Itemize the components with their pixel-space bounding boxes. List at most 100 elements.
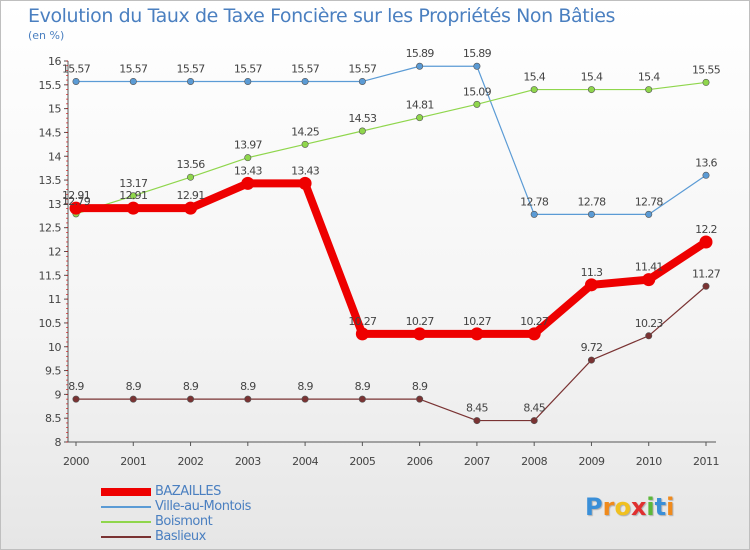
- series-line-bazailles: [72, 179, 710, 338]
- x-tick-label: 2009: [578, 455, 604, 468]
- x-tick-label: 2004: [292, 455, 318, 468]
- y-tick-label: 10: [48, 341, 61, 354]
- y-tick-label: 16: [48, 55, 61, 68]
- data-label-ville-au-montois: 15.89: [406, 47, 435, 60]
- data-label-bazailles: 12.91: [62, 189, 90, 202]
- data-point-baslieux: [301, 395, 309, 403]
- chart-title: Evolution du Taux de Taxe Foncière sur l…: [28, 5, 616, 27]
- data-point-boismont: [129, 192, 137, 200]
- legend-swatch: [101, 506, 151, 508]
- data-label-baslieux: 8.9: [126, 380, 142, 393]
- data-labels-layer: 15.57 15.57 15.57 15.57 15.57 15.57 15.89 15.89…: [62, 47, 721, 414]
- data-point-boismont: [702, 78, 710, 86]
- data-label-baslieux: 8.9: [68, 380, 84, 393]
- data-label-bazailles: 10.27: [463, 315, 492, 328]
- data-label-boismont: 15.55: [692, 63, 721, 76]
- data-label-baslieux: 9.72: [581, 341, 603, 354]
- data-point-bazailles: [527, 327, 541, 341]
- x-tick-labels: 2000 2001 2002 2003 2004 2005 2006 2007 2008 2009…: [63, 455, 720, 468]
- x-tick-label: 2007: [464, 455, 490, 468]
- data-point-ville-au-montois: [416, 62, 424, 70]
- data-point-bazailles: [126, 201, 140, 215]
- data-point-baslieux: [244, 395, 252, 403]
- series-ville-au-montois: [72, 62, 710, 218]
- legend-swatch: [101, 536, 151, 538]
- data-label-bazailles: 10.27: [406, 315, 435, 328]
- y-tick-label: 9.5: [45, 365, 61, 378]
- data-label-boismont: 14.53: [348, 112, 377, 125]
- legend-swatch: [101, 488, 151, 496]
- data-label-ville-au-montois: 12.78: [635, 195, 664, 208]
- y-tick-label: 11.5: [39, 269, 62, 282]
- data-point-boismont: [587, 86, 595, 94]
- data-label-ville-au-montois: 15.57: [177, 62, 206, 75]
- data-point-baslieux: [72, 395, 80, 403]
- unit-label: (en %): [28, 29, 65, 42]
- data-label-boismont: 12.79: [62, 195, 91, 208]
- data-point-baslieux: [702, 282, 710, 290]
- data-point-baslieux: [587, 356, 595, 364]
- data-point-ville-au-montois: [530, 210, 538, 218]
- data-point-baslieux: [187, 395, 195, 403]
- data-label-boismont: 13.17: [119, 177, 148, 190]
- x-tick-label: 2005: [349, 455, 375, 468]
- data-label-baslieux: 11.27: [692, 267, 721, 280]
- data-label-bazailles: 13.43: [234, 164, 263, 177]
- data-point-ville-au-montois: [587, 210, 595, 218]
- logo-letter: o: [614, 493, 631, 521]
- y-tick-label: 15: [48, 103, 61, 116]
- data-label-baslieux: 8.9: [240, 380, 256, 393]
- data-point-baslieux: [645, 332, 653, 340]
- data-label-ville-au-montois: 15.89: [463, 47, 492, 60]
- data-label-ville-au-montois: 15.57: [291, 62, 320, 75]
- data-label-bazailles: 13.43: [291, 164, 320, 177]
- data-label-baslieux: 8.9: [355, 380, 371, 393]
- data-point-bazailles: [355, 327, 369, 341]
- y-tick-label: 8.5: [45, 412, 61, 425]
- logo-letter: i: [646, 493, 655, 521]
- data-point-boismont: [301, 140, 309, 148]
- legend-label: Baslieux: [155, 529, 206, 544]
- data-label-bazailles: 12.2: [695, 223, 717, 236]
- series-line-ville-au-montois: [75, 65, 707, 215]
- logo-letter: i: [666, 493, 675, 521]
- y-tick-label: 15.5: [39, 79, 62, 92]
- data-label-baslieux: 8.45: [466, 402, 488, 415]
- x-tick-label: 2001: [120, 455, 146, 468]
- data-point-ville-au-montois: [244, 77, 252, 85]
- data-point-boismont: [244, 154, 252, 162]
- x-tick-label: 2008: [521, 455, 547, 468]
- data-label-boismont: 14.25: [291, 125, 320, 138]
- data-point-ville-au-montois: [187, 77, 195, 85]
- y-tick-label: 14.5: [39, 126, 62, 139]
- series-baslieux: [72, 282, 710, 425]
- data-label-bazailles: 10.27: [520, 315, 549, 328]
- axes: [64, 60, 716, 446]
- x-tick-label: 2010: [636, 455, 662, 468]
- series-boismont: [72, 78, 710, 218]
- data-point-boismont: [645, 86, 653, 94]
- data-label-boismont: 15.4: [638, 71, 660, 84]
- y-tick-label: 13.5: [39, 174, 62, 187]
- data-label-boismont: 13.56: [177, 158, 206, 171]
- data-label-bazailles: 12.91: [177, 189, 205, 202]
- logo-letter: r: [602, 493, 615, 521]
- x-tick-label: 2002: [178, 455, 204, 468]
- data-point-ville-au-montois: [358, 77, 366, 85]
- data-label-boismont: 13.97: [234, 139, 263, 152]
- data-label-ville-au-montois: 12.78: [577, 195, 606, 208]
- data-label-baslieux: 8.9: [412, 380, 428, 393]
- data-label-baslieux: 8.45: [523, 402, 545, 415]
- y-tick-labels: 8 8.5 9 9.5 10 10.5 11 11.5 12 12.5 13 13.5 14 14.5 15…: [39, 55, 63, 449]
- data-label-bazailles: 11.41: [635, 261, 663, 274]
- data-point-boismont: [416, 114, 424, 122]
- data-point-ville-au-montois: [473, 62, 481, 70]
- data-point-bazailles: [699, 235, 713, 249]
- y-tick-label: 11: [48, 293, 61, 306]
- x-tick-label: 2003: [235, 455, 261, 468]
- data-point-bazailles: [298, 176, 312, 190]
- data-label-ville-au-montois: 13.6: [695, 156, 717, 169]
- data-point-ville-au-montois: [72, 77, 80, 85]
- data-point-bazailles: [413, 327, 427, 341]
